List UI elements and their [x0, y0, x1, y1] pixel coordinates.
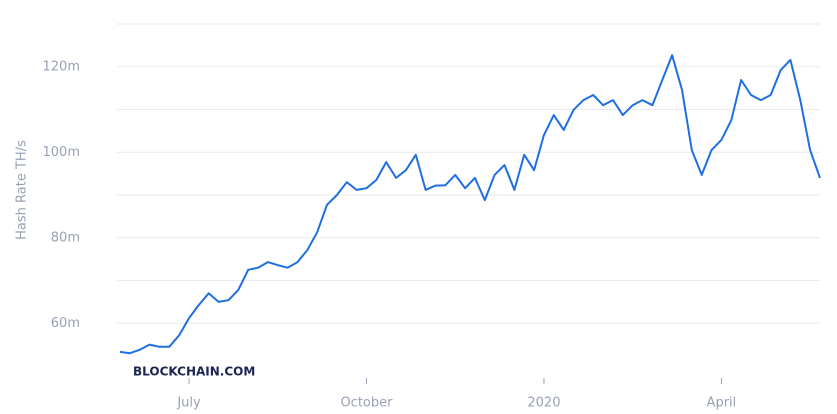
- x-tick-label: October: [340, 396, 393, 411]
- x-tick-label: April: [707, 396, 737, 411]
- y-tick-label: 80m: [51, 230, 80, 245]
- y-tick-label: 120m: [43, 59, 80, 74]
- watermark: BLOCKCHAIN.COM: [133, 365, 255, 379]
- x-tick-label: July: [176, 396, 201, 411]
- y-tick-label: 60m: [51, 316, 80, 331]
- x-tick-label: 2020: [527, 396, 560, 411]
- y-axis-label: Hash Rate TH/s: [15, 140, 30, 240]
- y-tick-label: 100m: [43, 145, 80, 160]
- line: [119, 54, 821, 355]
